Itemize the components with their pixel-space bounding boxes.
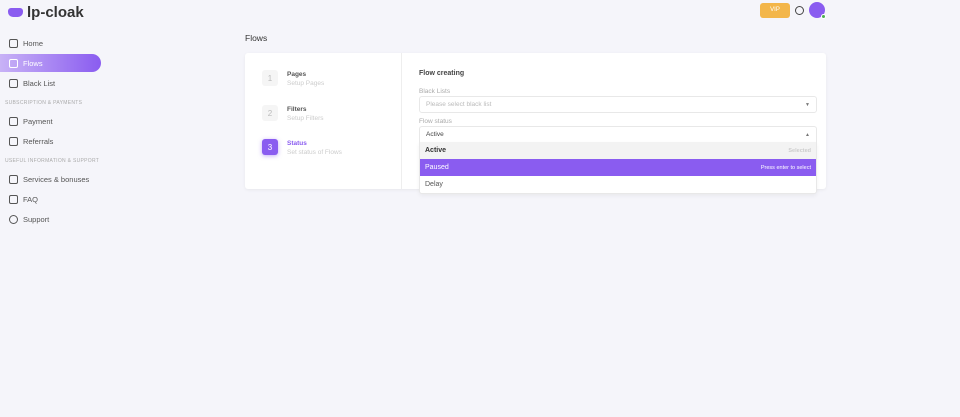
option-label: Active (425, 147, 447, 154)
vip-button[interactable]: VIP (760, 2, 790, 18)
flow-status-select[interactable]: Active ▲ (419, 126, 817, 143)
step-pages[interactable]: 1 Pages Setup Pages (262, 70, 324, 87)
sidebar-item-home[interactable]: Home (0, 34, 110, 52)
step-number: 3 (262, 139, 278, 155)
sidebar-item-label: Black List (23, 78, 56, 88)
sidebar-item-support[interactable]: Support (0, 210, 110, 228)
sidebar-item-label: Referrals (23, 136, 54, 146)
step-filters[interactable]: 2 Filters Setup Filters (262, 105, 324, 122)
step-subtitle: Setup Pages (287, 80, 325, 87)
sidebar: Home Flows Black List SUBSCRIPTION & PAY… (0, 32, 110, 230)
flow-status-dropdown: Active Selected Paused Press enter to sele… (419, 142, 817, 194)
step-subtitle: Set status of Flows (287, 149, 342, 156)
sidebar-item-label: Payment (23, 116, 53, 126)
flow-status-label: Flow status (419, 118, 452, 125)
sidebar-item-label: Home (23, 38, 44, 48)
lifebuoy-icon (9, 214, 18, 224)
sidebar-item-services[interactable]: Services & bonuses (0, 170, 110, 188)
globe-icon[interactable] (795, 5, 804, 15)
step-subtitle: Setup Filters (287, 115, 324, 122)
black-lists-placeholder: Please select black list (426, 101, 492, 108)
user-plus-icon (9, 136, 18, 146)
online-status-dot (821, 14, 826, 19)
faq-icon (9, 194, 18, 204)
mask-logo-icon (8, 8, 23, 17)
form-title: Flow creating (419, 70, 465, 77)
sidebar-item-label: Support (23, 214, 50, 224)
sidebar-item-faq[interactable]: FAQ (0, 190, 110, 208)
app-name: lp-cloak (27, 4, 84, 21)
option-hint: Press enter to select (760, 164, 811, 171)
card-icon (9, 116, 18, 126)
sidebar-item-label: Flows (23, 58, 43, 68)
section-title: SUBSCRIPTION & PAYMENTS (5, 100, 83, 106)
step-title: Status (287, 140, 307, 147)
black-lists-select[interactable]: Please select black list ▼ (419, 96, 817, 113)
sidebar-item-flows[interactable]: Flows (0, 54, 101, 72)
option-paused[interactable]: Paused Press enter to select (420, 159, 816, 176)
section-title: USEFUL INFORMATION & SUPPORT (5, 158, 100, 164)
option-active[interactable]: Active Selected (420, 142, 816, 159)
caret-down-icon: ▼ (805, 101, 810, 108)
step-title: Filters (287, 106, 307, 113)
steps: 1 Pages Setup Pages 2 Filters Setup Filters … (245, 53, 402, 189)
page-title: Flows (245, 33, 268, 43)
step-status[interactable]: 3 Status Set status of Flows (262, 139, 342, 156)
gift-icon (9, 174, 18, 184)
sidebar-item-referrals[interactable]: Referrals (0, 132, 110, 150)
sidebar-item-label: FAQ (23, 194, 39, 204)
step-number: 1 (262, 70, 278, 86)
caret-up-icon: ▲ (805, 131, 810, 138)
logo[interactable]: lp-cloak (8, 4, 84, 21)
option-hint: Selected (788, 147, 811, 154)
flows-icon (9, 58, 18, 68)
step-number: 2 (262, 105, 278, 121)
option-label: Delay (425, 181, 443, 188)
flow-status-value: Active (426, 131, 444, 138)
sidebar-item-black-list[interactable]: Black List (0, 74, 110, 92)
avatar[interactable] (809, 2, 826, 19)
step-title: Pages (287, 71, 307, 78)
sidebar-item-payment[interactable]: Payment (0, 112, 110, 130)
option-delay[interactable]: Delay (420, 176, 816, 193)
flow-card: 1 Pages Setup Pages 2 Filters Setup Filters … (245, 53, 826, 194)
list-icon (9, 78, 18, 88)
black-lists-label: Black Lists (419, 88, 451, 95)
home-icon (9, 38, 18, 48)
sidebar-item-label: Services & bonuses (23, 174, 90, 184)
option-label: Paused (425, 164, 449, 171)
